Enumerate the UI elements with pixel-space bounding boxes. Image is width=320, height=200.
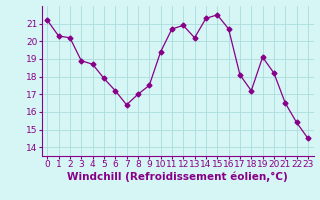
X-axis label: Windchill (Refroidissement éolien,°C): Windchill (Refroidissement éolien,°C)	[67, 172, 288, 182]
